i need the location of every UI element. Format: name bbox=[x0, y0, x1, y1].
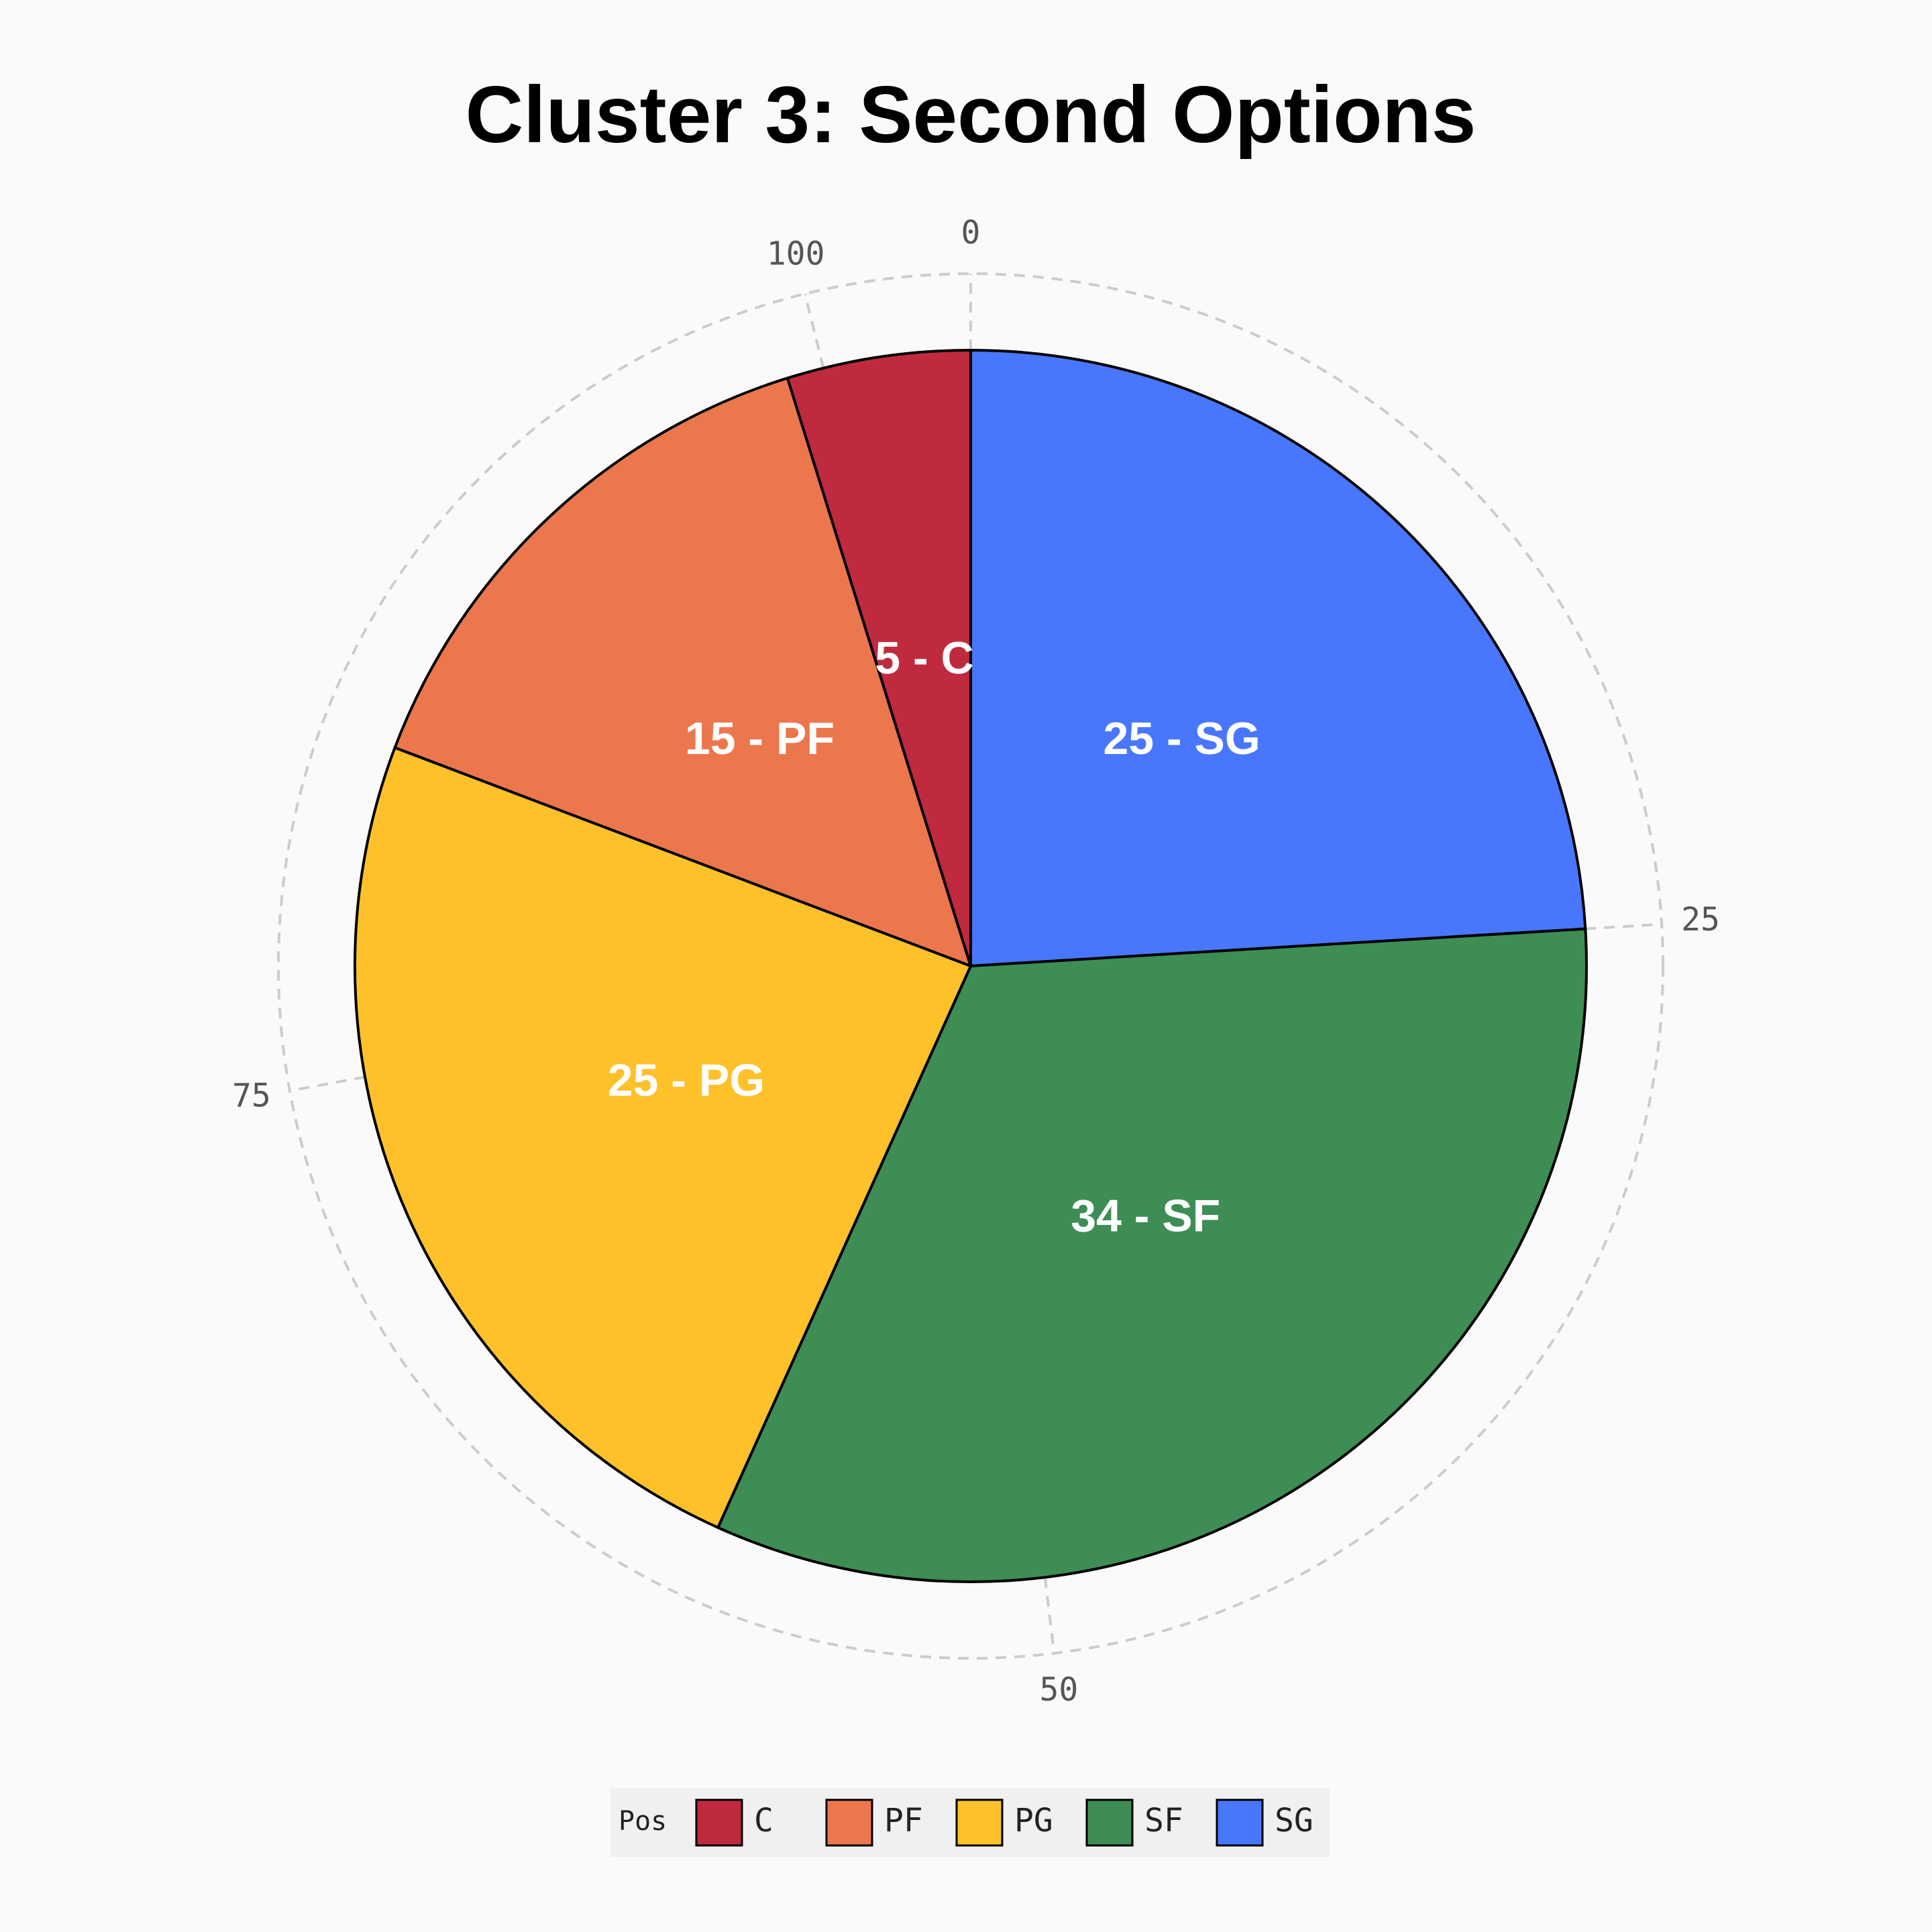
tick-label-0: 0 bbox=[961, 214, 981, 252]
slice-label-sg: 25 - SG bbox=[1103, 713, 1260, 764]
slice-labels: 25 - SG 34 - SF 25 - PG 15 - PF 5 - C bbox=[608, 633, 1260, 1242]
slice-sf bbox=[716, 927, 1588, 1583]
legend-swatch-c bbox=[695, 1799, 743, 1847]
slice-label-c: 5 - C bbox=[875, 633, 973, 684]
legend: Pos C PF PG SF SG bbox=[610, 1788, 1330, 1857]
slice-c bbox=[786, 349, 972, 967]
legend-label-pf: PF bbox=[884, 1802, 923, 1839]
tick-label-100: 100 bbox=[767, 235, 825, 273]
slice-pf bbox=[393, 376, 972, 967]
legend-swatch-pf bbox=[825, 1799, 873, 1847]
legend-title: Pos bbox=[619, 1806, 667, 1837]
legend-label-c: C bbox=[754, 1802, 773, 1839]
slice-sg bbox=[969, 349, 1587, 967]
grid-spoke-50 bbox=[1043, 1577, 1056, 1654]
angular-grid: 0 25 50 75 100 bbox=[232, 214, 1720, 1709]
grid-spoke-75 bbox=[289, 1075, 366, 1092]
tick-label-25: 25 bbox=[1681, 901, 1720, 938]
pie-slices bbox=[354, 349, 1588, 1583]
grid-spoke-25 bbox=[1585, 922, 1662, 930]
legend-label-sf: SF bbox=[1144, 1802, 1183, 1839]
tick-label-75: 75 bbox=[232, 1077, 271, 1114]
legend-swatch-sg bbox=[1216, 1799, 1264, 1847]
grid-ring bbox=[277, 272, 1664, 1660]
legend-label-sg: SG bbox=[1275, 1802, 1313, 1839]
chart-title: Cluster 3: Second Options bbox=[466, 70, 1477, 160]
grid-spoke-100 bbox=[804, 293, 825, 369]
legend-swatch-pg bbox=[955, 1799, 1004, 1847]
legend-label-pg: PG bbox=[1014, 1802, 1053, 1839]
legend-swatch-sf bbox=[1085, 1799, 1134, 1847]
slice-label-pg: 25 - PG bbox=[608, 1055, 765, 1106]
slice-label-pf: 15 - PF bbox=[685, 713, 835, 764]
tick-label-50: 50 bbox=[1039, 1671, 1078, 1709]
slice-label-sf: 34 - SF bbox=[1071, 1191, 1220, 1242]
slice-pg bbox=[354, 746, 972, 1529]
